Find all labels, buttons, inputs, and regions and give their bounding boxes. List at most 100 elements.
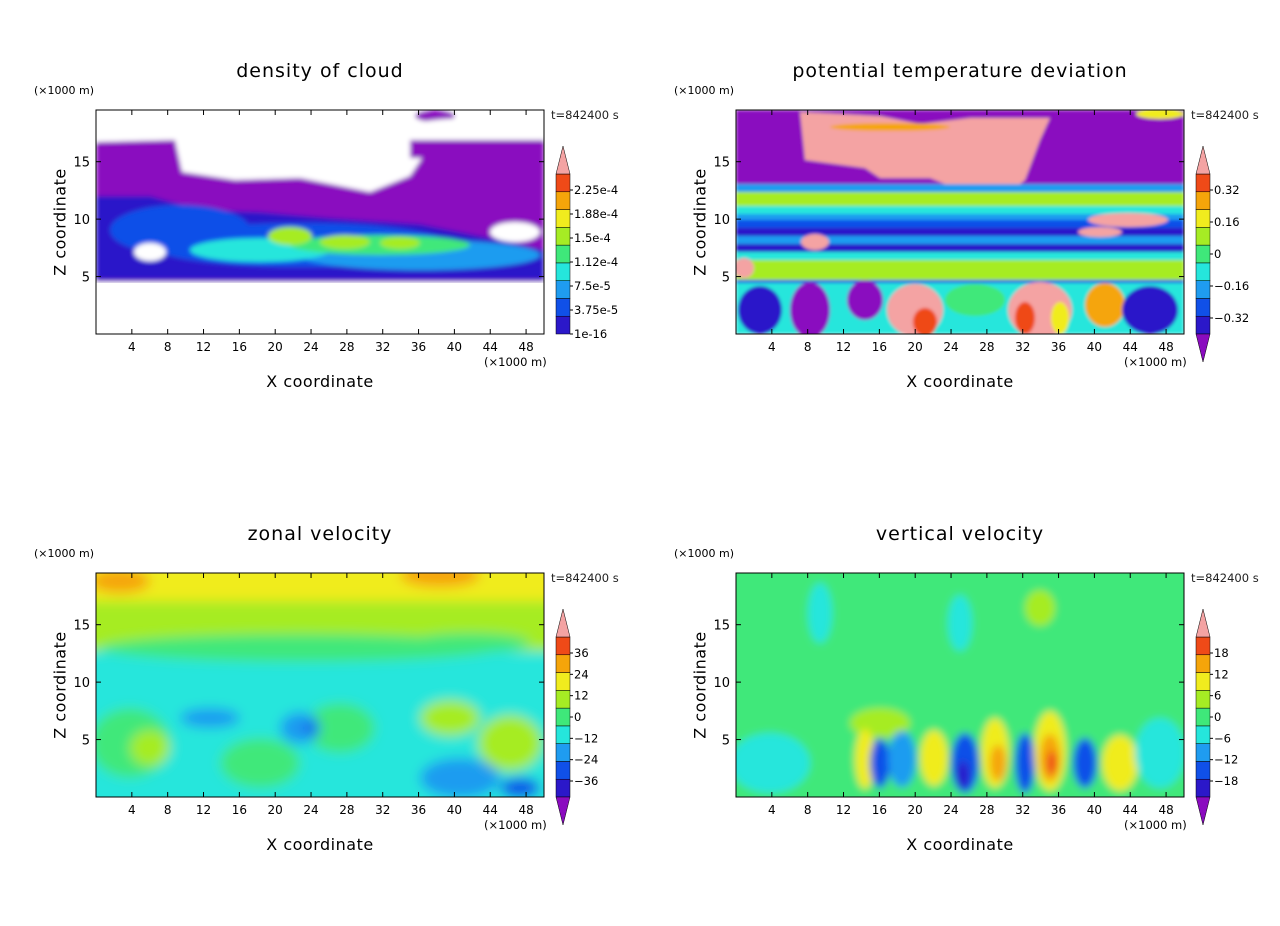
colorbar-label: 0 xyxy=(574,710,581,724)
chart-title: density of cloud xyxy=(236,60,404,82)
x-axis-label: X coordinate xyxy=(266,372,374,391)
colorbar-label: −12 xyxy=(1214,753,1238,767)
heatmap-field xyxy=(736,573,1184,797)
chart-title: zonal velocity xyxy=(247,523,393,545)
colorbar-label: −12 xyxy=(574,731,598,745)
colorbar-label: 1.5e-4 xyxy=(574,231,611,245)
colorbar-label: 1e-16 xyxy=(574,327,607,341)
x-tick-label: 24 xyxy=(943,340,958,354)
x-tick-label: 28 xyxy=(979,340,994,354)
colorbar-segment xyxy=(555,725,571,744)
x-tick-label: 44 xyxy=(483,803,498,817)
colorbar-label: 1.12e-4 xyxy=(574,255,618,269)
colorbar-segment xyxy=(555,262,571,281)
colorbar-label: 12 xyxy=(574,689,589,703)
colorbar-segment xyxy=(555,743,571,762)
x-tick-label: 36 xyxy=(411,803,426,817)
y-unit-label: (×1000 m) xyxy=(34,547,95,560)
x-tick-label: 20 xyxy=(908,803,923,817)
x-tick-label: 16 xyxy=(872,340,887,354)
colorbar-label: −0.16 xyxy=(1214,279,1249,293)
colorbar-segment xyxy=(1195,707,1211,727)
x-tick-label: 4 xyxy=(768,803,776,817)
colorbar-segment xyxy=(555,778,571,798)
colorbar-min-arrow xyxy=(555,796,571,826)
colorbar-segment xyxy=(555,654,571,673)
colorbar-segment xyxy=(1195,778,1211,798)
colorbar-segment xyxy=(1195,244,1211,264)
chart-panel-potential-temperature: potential temperature deviation (×1000 m… xyxy=(640,0,1280,463)
x-tick-label: 8 xyxy=(804,340,812,354)
y-tick-label: 5 xyxy=(722,271,730,286)
colorbar-segment xyxy=(555,244,571,264)
x-axis-label: X coordinate xyxy=(266,835,374,854)
y-ticks: 5 10 15 xyxy=(713,156,1184,286)
colorbar-segment xyxy=(1195,672,1211,691)
x-tick-label: 12 xyxy=(196,803,211,817)
x-tick-label: 28 xyxy=(339,340,354,354)
colorbar-segment xyxy=(1195,654,1211,673)
x-tick-label: 44 xyxy=(1123,340,1138,354)
y-ticks: 5 10 15 xyxy=(73,156,544,286)
x-tick-label: 20 xyxy=(908,340,923,354)
colorbar-label: 18 xyxy=(1214,646,1229,660)
heatmap-field xyxy=(736,110,1184,334)
colorbar-max-arrow xyxy=(1195,608,1211,638)
colorbar-label: −0.32 xyxy=(1214,311,1249,325)
x-tick-label: 8 xyxy=(164,803,172,817)
x-tick-label: 12 xyxy=(836,340,851,354)
y-tick-label: 10 xyxy=(713,676,730,691)
colorbar: 2.25e-4 1.88e-4 1.5e-4 1.12e-4 7.5e-5 3.75e-5… xyxy=(555,145,618,341)
colorbar-segment xyxy=(555,227,571,246)
y-unit-label: (×1000 m) xyxy=(674,547,735,560)
x-tick-label: 24 xyxy=(943,803,958,817)
x-tick-label: 32 xyxy=(375,340,390,354)
colorbar-label: 12 xyxy=(1214,667,1229,681)
y-ticks: 5 10 15 xyxy=(713,619,1184,749)
x-tick-label: 36 xyxy=(411,340,426,354)
x-ticks: 4 8 12 16 20 24 28 32 36 40 44 48 xyxy=(768,110,1174,354)
colorbar-segment xyxy=(1195,690,1211,709)
x-tick-label: 32 xyxy=(375,803,390,817)
x-tick-label: 40 xyxy=(447,803,462,817)
x-tick-label: 32 xyxy=(1015,340,1030,354)
colorbar-label: 0 xyxy=(1214,710,1221,724)
time-label: t=842400 s xyxy=(551,571,619,585)
colorbar-segment xyxy=(1195,725,1211,744)
x-tick-label: 48 xyxy=(1158,340,1173,354)
x-tick-label: 48 xyxy=(1158,803,1173,817)
y-ticks: 5 10 15 xyxy=(73,619,544,749)
y-tick-label: 10 xyxy=(73,676,90,691)
colorbar-segment xyxy=(1195,227,1211,246)
colorbar-segment xyxy=(555,280,571,299)
x-tick-label: 4 xyxy=(128,340,136,354)
x-tick-label: 40 xyxy=(1087,340,1102,354)
chart-panel-cloud-density: density of cloud (×1000 m) t=842400 s (×… xyxy=(0,0,640,463)
x-tick-label: 4 xyxy=(128,803,136,817)
x-tick-label: 12 xyxy=(196,340,211,354)
x-tick-label: 16 xyxy=(232,340,247,354)
colorbar-segment xyxy=(1195,280,1211,299)
y-tick-label: 10 xyxy=(73,213,90,228)
colorbar-segment xyxy=(1195,173,1211,193)
colorbar-label: 3.75e-5 xyxy=(574,303,618,317)
x-tick-label: 36 xyxy=(1051,340,1066,354)
x-ticks: 4 8 12 16 20 24 28 32 36 40 44 48 xyxy=(128,110,534,354)
colorbar-segment xyxy=(1195,262,1211,281)
x-unit-label: (×1000 m) xyxy=(484,818,547,832)
colorbar-max-arrow xyxy=(1195,145,1211,175)
colorbar-segment xyxy=(555,636,571,656)
x-axis-label: X coordinate xyxy=(906,372,1014,391)
chart-panel-zonal-velocity: zonal velocity (×1000 m) t=842400 s (×10… xyxy=(0,463,640,926)
x-tick-label: 16 xyxy=(232,803,247,817)
x-ticks: 4 8 12 16 20 24 28 32 36 40 44 48 xyxy=(768,573,1174,817)
colorbar-max-arrow xyxy=(555,145,571,175)
chart-panel-vertical-velocity: vertical velocity (×1000 m) t=842400 s (… xyxy=(640,463,1280,926)
colorbar: 18 12 6 0 −6 −12 −18 xyxy=(1195,608,1238,826)
x-tick-label: 40 xyxy=(1087,803,1102,817)
colorbar-segment xyxy=(1195,636,1211,656)
colorbar-max-arrow xyxy=(555,608,571,638)
colorbar-segment xyxy=(555,298,571,317)
